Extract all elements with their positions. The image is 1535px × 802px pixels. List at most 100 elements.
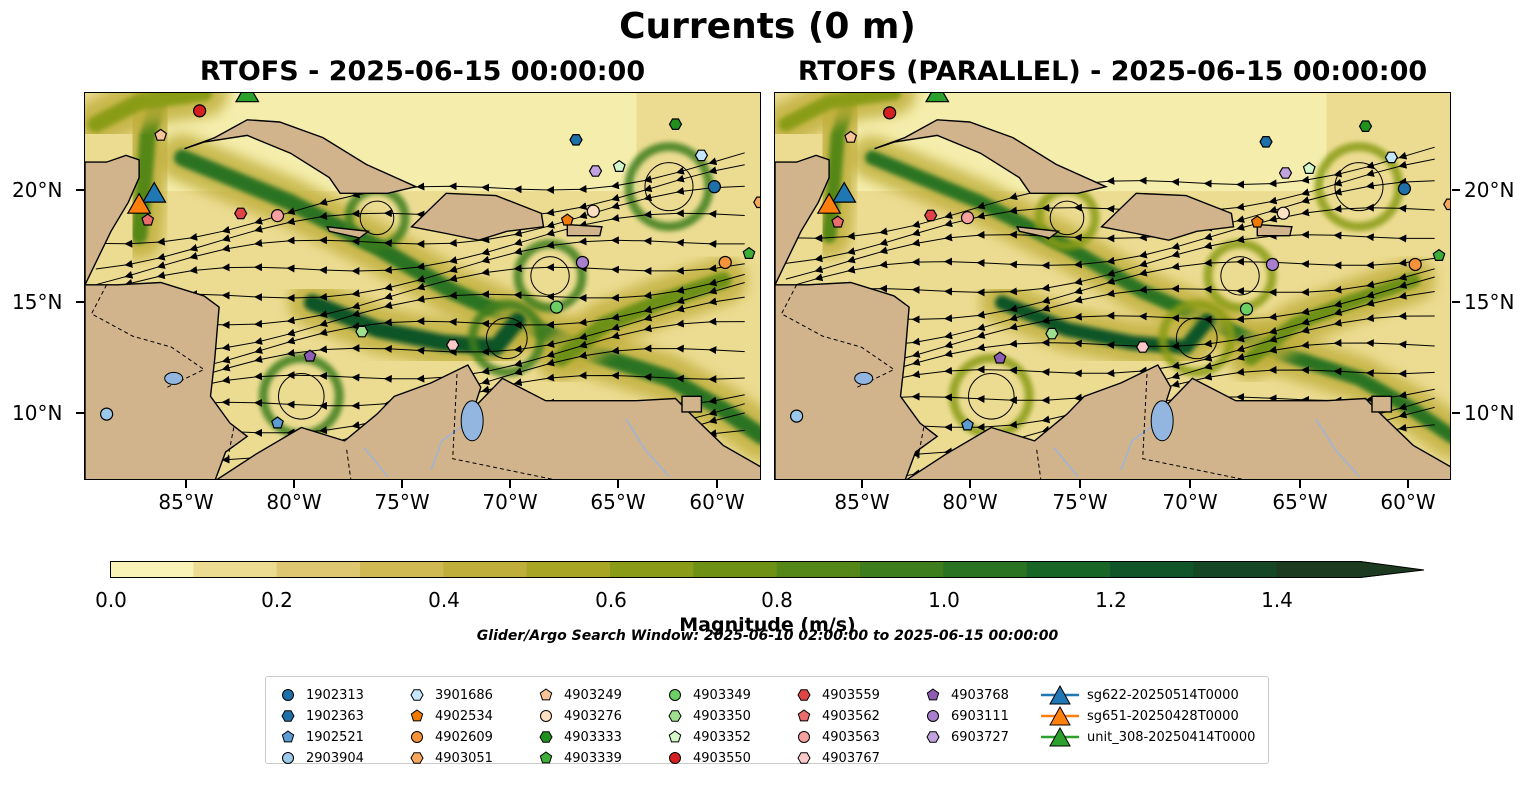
lon-tickmark bbox=[293, 480, 295, 488]
lat-tick-label: 20°N bbox=[1464, 178, 1515, 202]
pentagon-marker-icon bbox=[797, 709, 811, 722]
argo-float-marker-4902609 bbox=[1408, 257, 1422, 272]
glider-marker-sg651-20250428T0000 bbox=[816, 192, 842, 214]
legend-item: sg651-20250428T0000 bbox=[1041, 706, 1239, 726]
trinidad-land bbox=[1371, 395, 1393, 413]
argo-float-marker-4903562 bbox=[831, 215, 845, 228]
argo-float-marker-4903550 bbox=[883, 106, 897, 120]
argo-float-marker-4903350 bbox=[355, 325, 369, 338]
glider-marker-unit_308-20250414T0000 bbox=[234, 93, 260, 103]
lon-tickmark bbox=[969, 480, 971, 488]
circle-marker-icon bbox=[669, 689, 681, 701]
lon-tickmark bbox=[1079, 480, 1081, 488]
argo-float-marker-4903767 bbox=[446, 339, 460, 351]
colorbar-segment bbox=[776, 561, 861, 578]
legend-label: 4903563 bbox=[822, 729, 880, 745]
legend-label: 4903768 bbox=[951, 687, 1009, 703]
lat-tickmark bbox=[1452, 301, 1460, 303]
circle-marker-icon bbox=[669, 752, 681, 764]
river-line bbox=[1315, 418, 1360, 477]
argo-float-marker-4903333 bbox=[1358, 120, 1373, 133]
map-panel-rtofs-parallel[interactable] bbox=[774, 92, 1451, 480]
argo-float-marker-1902521 bbox=[961, 418, 974, 431]
south-america-land bbox=[216, 364, 760, 479]
argo-float-marker-4903550 bbox=[193, 104, 207, 118]
colorbar-segment bbox=[1276, 561, 1361, 578]
argo-float-marker-6903727 bbox=[588, 165, 603, 177]
hexagon-marker-icon bbox=[410, 752, 424, 764]
river-line bbox=[430, 424, 464, 471]
circle-marker-icon bbox=[798, 731, 810, 743]
legend-item: 4903276 bbox=[536, 706, 622, 726]
country-border bbox=[346, 449, 352, 479]
colorbar-extend-arrow bbox=[1360, 561, 1424, 578]
legend-label: 4903339 bbox=[564, 750, 622, 766]
argo-float-marker-4903563 bbox=[270, 209, 285, 223]
legend-item: 6903727 bbox=[923, 727, 1009, 747]
current-magnitude-map-rtofs-parallel bbox=[775, 93, 1450, 479]
lon-tickmark bbox=[1189, 480, 1191, 488]
argo-float-marker-4903249 bbox=[844, 130, 858, 143]
triangle-marker-icon bbox=[1041, 727, 1079, 747]
hexagon-marker-icon bbox=[539, 731, 553, 743]
legend-item: 6903111 bbox=[923, 706, 1009, 726]
legend-label: 4902609 bbox=[435, 729, 493, 745]
lon-tick-label: 65°W bbox=[1272, 490, 1328, 514]
legend-label: 4902534 bbox=[435, 708, 493, 724]
eddy-streamline bbox=[530, 256, 570, 296]
yucatan-land bbox=[85, 154, 140, 286]
legend-item: 1902313 bbox=[278, 685, 364, 705]
legend-label: 1902313 bbox=[306, 687, 364, 703]
argo-float-marker-4902534 bbox=[560, 213, 574, 226]
panel-title-rtofs-parallel: RTOFS (PARALLEL) - 2025-06-15 00:00:00 bbox=[797, 56, 1428, 87]
hispaniola-land bbox=[410, 192, 545, 241]
colorbar-segment bbox=[360, 561, 444, 578]
puerto-rico-land bbox=[566, 223, 603, 237]
argo-float-marker-4903767 bbox=[1136, 341, 1150, 353]
legend-label: 6903111 bbox=[951, 708, 1009, 724]
argo-float-marker-4903559 bbox=[234, 207, 248, 220]
colorbar-segment bbox=[1110, 561, 1194, 578]
legend-item: 4903339 bbox=[536, 748, 622, 768]
argo-float-marker-1902313 bbox=[1397, 182, 1412, 196]
lake-maracaibo bbox=[1150, 400, 1174, 442]
circle-marker-icon bbox=[282, 752, 294, 764]
legend-label: sg651-20250428T0000 bbox=[1087, 708, 1239, 724]
legend-item: 4903349 bbox=[665, 685, 751, 705]
pentagon-marker-icon bbox=[539, 688, 553, 701]
lat-tick-label: 15°N bbox=[1464, 290, 1515, 314]
lon-tickmark bbox=[617, 480, 619, 488]
argo-float-marker-2903904 bbox=[790, 409, 804, 423]
legend: 1902313 1902363 1902521 2903904 3901686 49025… bbox=[265, 676, 1269, 766]
eddy-streamline bbox=[644, 162, 694, 212]
lon-tickmark bbox=[509, 480, 511, 488]
pentagon-marker-icon bbox=[281, 730, 295, 743]
legend-label: 4903352 bbox=[693, 729, 751, 745]
colorbar-segment bbox=[693, 561, 778, 578]
argo-float-marker-6903727 bbox=[1278, 167, 1293, 179]
legend-item: 4902609 bbox=[407, 727, 493, 747]
argo-float-marker-4902609 bbox=[718, 255, 732, 270]
lon-tickmark bbox=[185, 480, 187, 488]
argo-float-marker-4903562 bbox=[141, 213, 155, 226]
lon-tick-label: 70°W bbox=[482, 490, 538, 514]
legend-label: 1902363 bbox=[306, 708, 364, 724]
argo-float-marker-4903339 bbox=[1432, 248, 1446, 261]
country-border bbox=[917, 425, 925, 459]
eddy-streamline bbox=[1220, 256, 1260, 296]
map-panel-rtofs[interactable] bbox=[84, 92, 761, 480]
colorbar-ramp bbox=[110, 561, 1425, 578]
hexagon-marker-icon bbox=[797, 752, 811, 764]
legend-item: 4903767 bbox=[794, 748, 880, 768]
glider-marker-sg622-20250514T0000 bbox=[141, 181, 167, 203]
colorbar-segment bbox=[193, 561, 278, 578]
legend-item: 1902521 bbox=[278, 727, 364, 747]
eddy-streamline bbox=[1049, 200, 1085, 236]
argo-float-marker-1902363 bbox=[569, 133, 583, 146]
legend-item: 4903051 bbox=[407, 748, 493, 768]
argo-float-marker-4903352 bbox=[612, 159, 626, 173]
river-line bbox=[363, 447, 389, 477]
colorbar-tick-label: 0.4 bbox=[428, 588, 460, 612]
argo-float-marker-4903051 bbox=[1443, 198, 1450, 211]
argo-float-marker-6903111 bbox=[1265, 257, 1280, 272]
